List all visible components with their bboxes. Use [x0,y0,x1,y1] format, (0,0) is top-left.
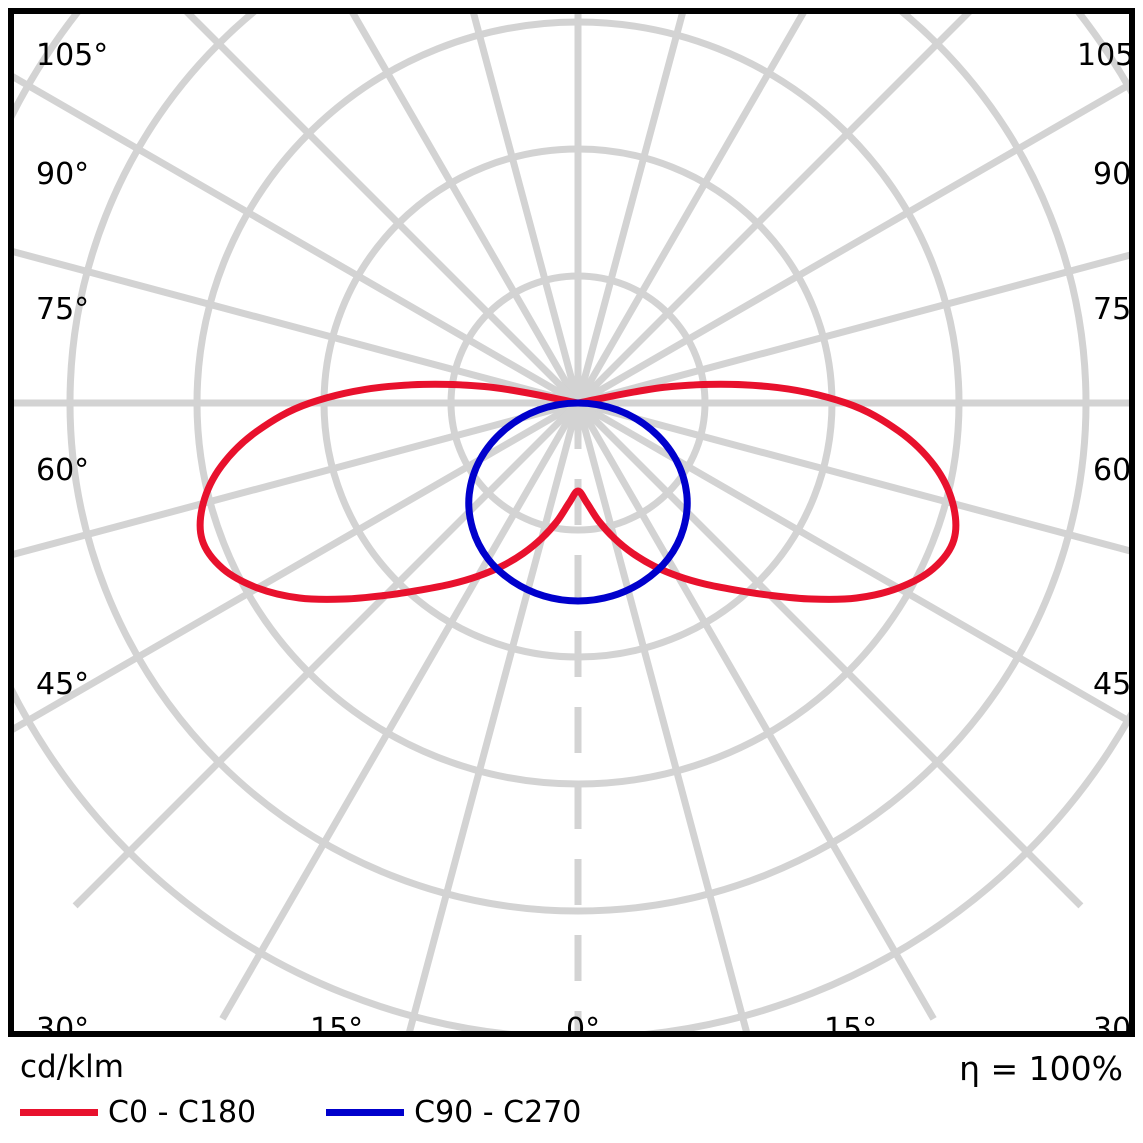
legend-label-c90-c270: C90 - C270 [414,1095,582,1130]
unit-label: cd/klm [20,1049,124,1085]
axis-tick-right-105deg: 105° [1077,38,1135,73]
legend-label-c0-c180: C0 - C180 [108,1095,257,1130]
axis-tick-bottom-15deg: 15° [824,1012,878,1037]
axis-tick-bottom-15deg: 15° [310,1012,364,1037]
polar-chart-svg [14,14,1129,1031]
axis-tick-left-105deg: 105° [36,38,109,73]
legend-swatch-c0-c180 [20,1109,98,1116]
legend-swatch-c90-c270 [326,1109,405,1116]
axis-tick-left-75deg: 75° [36,292,90,327]
legend-item-c0-c180: C0 - C180 [20,1095,256,1130]
legend-item-c90-c270: C90 - C270 [326,1095,581,1130]
chart-footer: cd/klm η = 100% C0 - C180 C90 - C270 [0,1037,1143,1143]
axis-tick-left-60deg: 60° [36,453,90,488]
polar-curves [196,380,960,605]
axis-tick-right-75deg: 75° [1093,292,1132,327]
axis-tick-bottom-0deg: 0° [566,1012,601,1037]
axis-tick-left-45deg: 45° [36,667,90,702]
polar-grid [14,14,1129,1031]
axis-tick-left-90deg: 90° [36,157,90,192]
polar-plot-area: 105° 90° 75° 60° 45° 30° 105° 90° 75° 60° 45° 30° 15… [8,8,1135,1037]
axis-tick-right-45deg: 45° [1093,667,1132,702]
axis-tick-right-90deg: 90° [1093,157,1132,192]
axis-tick-left-30deg: 30° [36,1012,90,1037]
chart-legend: C0 - C180 C90 - C270 [20,1095,581,1130]
efficiency-label: η = 100% [959,1049,1123,1088]
axis-tick-right-30deg: 30° [1093,1012,1132,1037]
axis-tick-right-60deg: 60° [1093,453,1132,488]
